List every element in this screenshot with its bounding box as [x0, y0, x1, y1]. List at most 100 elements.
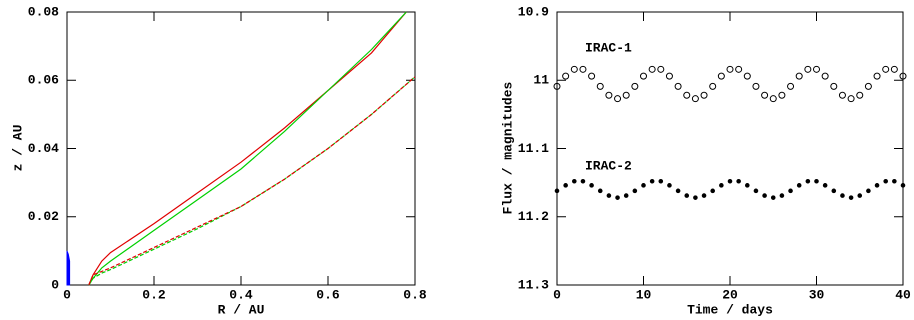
point [814, 178, 819, 184]
point [641, 183, 646, 188]
annotation: IRAC-2 [585, 158, 632, 173]
point [649, 178, 655, 184]
point [821, 72, 829, 80]
point [727, 178, 733, 184]
line [88, 76, 416, 286]
x-tick-label: 0.8 [403, 287, 427, 302]
y-tick-label: 0 [51, 277, 59, 292]
point [787, 82, 795, 90]
x-axis-label: R / AU [218, 302, 265, 317]
x-tick-label: 0 [553, 287, 561, 302]
point [890, 65, 898, 73]
point [779, 193, 785, 198]
point [719, 183, 724, 188]
point [847, 95, 855, 103]
line [88, 76, 416, 286]
y-tick-label: 11 [533, 73, 549, 88]
x-axis-label: Time / days [687, 302, 773, 317]
point [761, 91, 769, 99]
point [770, 195, 776, 200]
point [822, 183, 828, 188]
point [693, 195, 698, 200]
x-tick-label: 40 [895, 287, 911, 302]
point [762, 193, 767, 198]
point [684, 193, 690, 198]
y-tick-label: 0.06 [28, 73, 59, 88]
point [615, 195, 620, 200]
point [597, 188, 603, 194]
y-tick-label: 0.04 [28, 141, 59, 156]
point [562, 72, 570, 80]
point [830, 82, 838, 90]
annotation: IRAC-1 [585, 40, 632, 55]
x-tick-label: 0.4 [229, 287, 253, 302]
point [813, 65, 820, 73]
point [554, 188, 560, 194]
point [563, 183, 568, 188]
point [778, 91, 786, 99]
point [856, 91, 864, 99]
point [796, 183, 802, 188]
line [88, 11, 407, 286]
point [769, 95, 777, 103]
point [665, 72, 673, 80]
point [788, 188, 793, 194]
point [700, 91, 708, 99]
point [805, 178, 811, 184]
point [631, 82, 639, 90]
point [596, 82, 604, 90]
x-tick-label: 10 [636, 287, 652, 302]
point [691, 95, 699, 103]
y-axis-label: Flux / magnitudes [500, 81, 515, 214]
point [874, 183, 880, 188]
y-tick-label: 0.02 [28, 209, 59, 224]
point [857, 193, 863, 198]
point [588, 72, 596, 80]
x-tick-label: 0 [63, 287, 71, 302]
point [709, 82, 717, 90]
point [683, 91, 691, 99]
point [726, 65, 734, 73]
point [580, 178, 586, 184]
point [900, 183, 906, 188]
point [622, 91, 630, 99]
point [752, 82, 760, 90]
point [614, 95, 622, 103]
point [735, 65, 743, 73]
point [848, 195, 854, 200]
point [658, 178, 664, 184]
point [623, 193, 629, 198]
y-tick-label: 10.9 [518, 4, 549, 19]
point [831, 188, 837, 194]
point [840, 193, 845, 198]
point [648, 65, 656, 73]
point [753, 188, 759, 194]
line [88, 11, 407, 286]
point [883, 178, 889, 184]
x-tick-label: 30 [809, 287, 825, 302]
point [572, 178, 577, 184]
point [674, 82, 682, 90]
point [657, 65, 665, 73]
point [804, 65, 812, 73]
x-tick-label: 20 [722, 287, 738, 302]
point [675, 188, 681, 194]
x-tick-label: 0.6 [316, 287, 340, 302]
point [838, 91, 846, 99]
y-axis-label: z / AU [10, 125, 25, 172]
point [640, 72, 647, 80]
area [66, 250, 71, 286]
point [736, 178, 741, 184]
point [873, 72, 881, 80]
y-tick-label: 11.1 [518, 141, 549, 156]
point [864, 82, 872, 90]
point [899, 72, 907, 80]
point [717, 72, 725, 80]
point [579, 65, 587, 73]
point [745, 183, 750, 188]
point [743, 72, 751, 80]
plot-frame [66, 11, 416, 286]
point [866, 188, 871, 194]
point [570, 65, 578, 73]
